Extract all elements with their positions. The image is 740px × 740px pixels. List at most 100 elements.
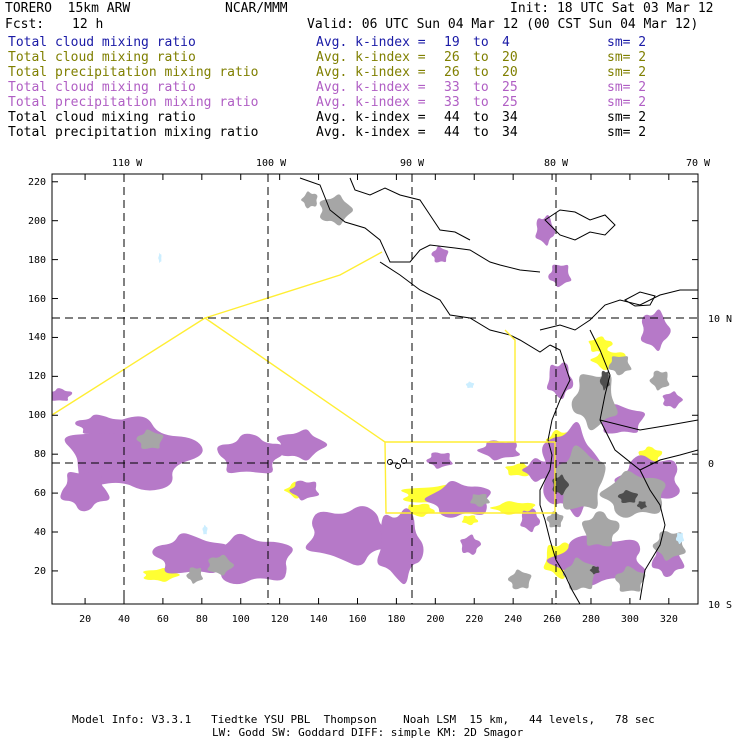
cyan-area xyxy=(202,524,208,535)
y-tick-label: 100 xyxy=(28,410,47,422)
y-tick-label: 160 xyxy=(28,293,47,305)
core-area xyxy=(617,490,639,503)
legend-field-name: Total cloud mixing ratio xyxy=(8,80,196,95)
y-tick-label: 40 xyxy=(34,527,47,538)
legend-field-name: Total cloud mixing ratio xyxy=(8,110,196,125)
high-k-area xyxy=(507,569,532,590)
high-k-area xyxy=(136,429,164,449)
legend-smoothing: sm= 2 xyxy=(607,65,647,80)
legend-smoothing: sm= 2 xyxy=(607,110,647,125)
legend-field-name: Total precipitation mixing ratio xyxy=(8,125,259,140)
legend-range-from: 33 xyxy=(444,80,460,95)
legend-range-to: 20 xyxy=(502,50,518,65)
mid-k-area xyxy=(217,433,285,474)
model-info-line1: Model Info: V3.3.1 Tiedtke YSU PBL Thomp… xyxy=(72,713,655,726)
legend-range-to: 20 xyxy=(502,65,518,80)
legend-range-from: 26 xyxy=(444,50,460,65)
mid-k-area xyxy=(662,391,683,409)
x-tick-label: 220 xyxy=(465,614,484,625)
latitude-label: 0 xyxy=(708,459,715,470)
cyan-area xyxy=(675,532,685,545)
high-k-area xyxy=(546,511,564,528)
init-time: Init: 18 UTC Sat 03 Mar 12 xyxy=(510,1,714,16)
x-tick-label: 40 xyxy=(117,614,131,625)
mid-k-area xyxy=(152,533,229,574)
x-tick-label: 240 xyxy=(504,614,523,625)
x-tick-label: 60 xyxy=(156,614,169,625)
x-tick-label: 120 xyxy=(270,614,289,625)
mid-k-area xyxy=(75,414,126,434)
y-tick-label: 80 xyxy=(34,449,47,461)
legend-range-from: 44 xyxy=(444,110,460,125)
legend-avg-label: Avg. k-index = xyxy=(316,110,426,125)
legend-range-to: 34 xyxy=(502,110,518,125)
longitude-label: 70 W xyxy=(686,158,711,169)
region-outline xyxy=(204,251,383,319)
legend-to-label: to xyxy=(473,110,489,125)
high-k-area xyxy=(207,554,235,576)
legend-to-label: to xyxy=(473,95,489,110)
longitude-label: 90 W xyxy=(400,158,425,169)
org-label: NCAR/MMM xyxy=(225,1,288,16)
mid-k-area xyxy=(377,508,424,585)
legend-field-name: Total precipitation mixing ratio xyxy=(8,65,259,80)
latitude-label: 10 N xyxy=(708,314,733,325)
high-k-area xyxy=(615,566,646,592)
forecast-label: Fcst: xyxy=(5,17,45,32)
mid-k-area xyxy=(460,534,482,555)
coastline xyxy=(299,177,541,273)
mid-k-area xyxy=(520,508,541,533)
legend-to-label: to xyxy=(473,80,489,95)
y-tick-label: 220 xyxy=(28,176,47,188)
coastline xyxy=(599,419,698,431)
mid-k-area xyxy=(276,429,328,461)
x-tick-label: 160 xyxy=(348,614,367,625)
y-tick-label: 60 xyxy=(34,488,47,500)
high-k-area xyxy=(649,370,670,391)
x-tick-label: 180 xyxy=(387,614,406,625)
mid-k-area xyxy=(52,388,73,401)
legend-avg-label: Avg. k-index = xyxy=(316,50,426,65)
mid-k-area xyxy=(431,246,449,263)
coastline xyxy=(349,177,471,241)
y-tick-label: 140 xyxy=(28,332,47,344)
legend-field-name: Total cloud mixing ratio xyxy=(8,35,196,50)
mid-k-area xyxy=(522,458,555,482)
x-tick-label: 80 xyxy=(195,614,208,625)
legend-range-to: 25 xyxy=(502,80,518,95)
coastline xyxy=(623,291,656,307)
legend-smoothing: sm= 2 xyxy=(607,80,647,95)
mid-k-area xyxy=(535,214,556,246)
legend-smoothing: sm= 2 xyxy=(607,125,647,140)
high-k-area xyxy=(470,493,490,507)
x-tick-label: 320 xyxy=(659,614,678,625)
x-tick-label: 140 xyxy=(309,614,328,625)
legend-range-from: 44 xyxy=(444,125,460,140)
legend-to-label: to xyxy=(473,125,489,140)
high-k-area xyxy=(301,191,318,209)
x-tick-label: 20 xyxy=(79,614,92,625)
legend-avg-label: Avg. k-index = xyxy=(316,125,426,140)
cyan-area xyxy=(465,381,475,388)
y-tick-label: 120 xyxy=(28,371,47,383)
low-k-area xyxy=(588,336,613,353)
core-area xyxy=(589,566,600,575)
high-k-area xyxy=(608,356,632,376)
mid-k-area xyxy=(60,471,110,512)
valid-time: Valid: 06 UTC Sun 04 Mar 12 (00 CST Sun … xyxy=(307,17,699,32)
high-k-area xyxy=(581,511,620,547)
island xyxy=(387,459,393,465)
cyan-area xyxy=(158,252,162,264)
coastline xyxy=(539,289,698,331)
mid-k-area xyxy=(305,506,397,566)
x-tick-label: 200 xyxy=(426,614,445,625)
x-tick-label: 300 xyxy=(620,614,639,625)
high-k-area xyxy=(319,194,354,226)
longitude-label: 80 W xyxy=(544,158,569,169)
mid-k-area xyxy=(548,264,572,288)
model-title: TORERO 15km ARW xyxy=(5,1,131,16)
legend-smoothing: sm= 2 xyxy=(607,50,647,65)
coastline xyxy=(379,261,551,353)
latitude-label: 10 S xyxy=(708,600,733,611)
mid-k-area xyxy=(289,480,320,501)
